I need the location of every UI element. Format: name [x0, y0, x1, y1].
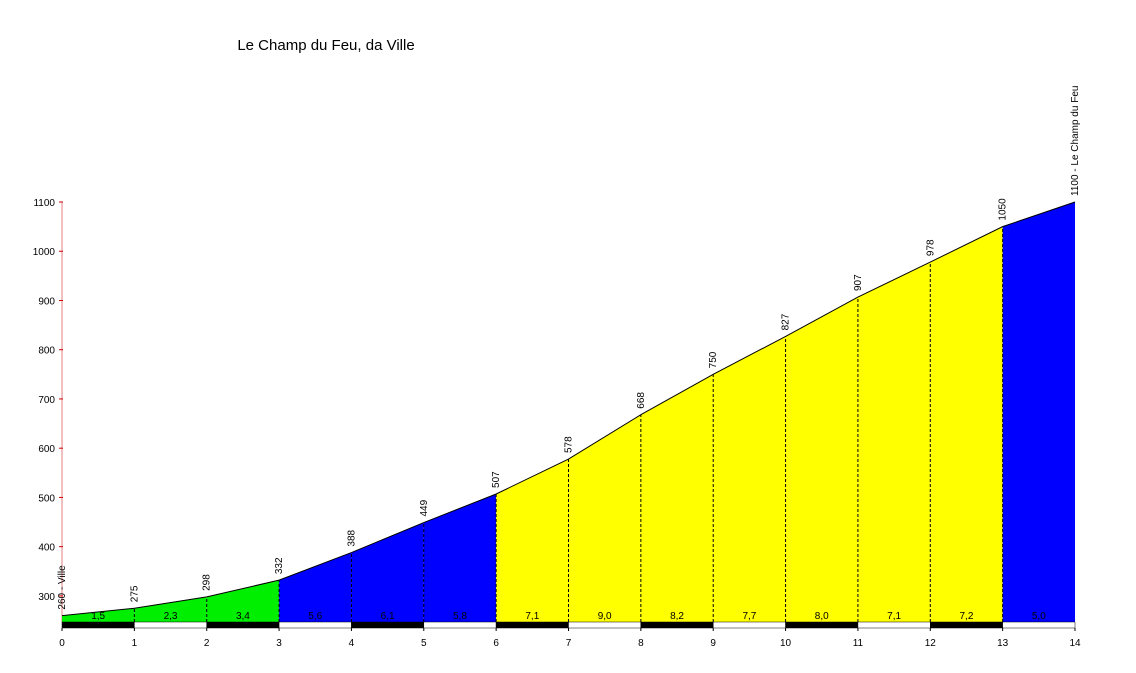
point-label: 1100 - Le Champ du Feu [1070, 86, 1081, 196]
y-tick-label: 400 [38, 543, 55, 554]
x-tick-label: 13 [997, 638, 1009, 649]
gradient-label: 8,2 [670, 611, 684, 622]
point-label: 1050 [998, 198, 1009, 221]
gradient-label: 9,0 [598, 611, 612, 622]
point-label: 668 [636, 392, 647, 409]
x-tick-label: 12 [925, 638, 937, 649]
gradient-segment [206, 580, 280, 622]
x-tick-label: 7 [566, 638, 572, 649]
point-label: 750 [708, 351, 719, 368]
gradient-label: 7,2 [960, 611, 974, 622]
km-strip [351, 621, 425, 629]
km-strip [712, 621, 786, 629]
gradient-segment [713, 336, 786, 622]
y-tick-label: 700 [38, 395, 55, 406]
y-tick-label: 600 [38, 444, 55, 455]
gradient-segment [857, 262, 931, 622]
gradient-label: 7,1 [887, 611, 901, 622]
x-tick-label: 3 [276, 638, 282, 649]
gradient-label: 6,1 [381, 611, 395, 622]
gradient-segment [423, 493, 497, 622]
km-strip [206, 621, 280, 629]
gradient-label: 5,8 [453, 611, 467, 622]
gradient-label: 8,0 [815, 611, 829, 622]
point-label: 978 [925, 239, 936, 256]
y-tick-label: 300 [38, 592, 55, 603]
point-label: 298 [202, 574, 213, 591]
y-tick-label: 800 [38, 346, 55, 357]
x-tick-label: 4 [349, 638, 355, 649]
km-strip [568, 621, 642, 629]
gradient-segment [568, 414, 641, 622]
km-strip [495, 621, 569, 629]
x-tick-label: 9 [710, 638, 716, 649]
km-strip [423, 621, 497, 629]
point-label: 507 [491, 471, 502, 488]
point-label: 275 [129, 585, 140, 602]
chart-title: Le Champ du Feu, da Ville [237, 37, 414, 54]
gradient-label: 5,0 [1032, 611, 1046, 622]
y-tick-label: 1100 [33, 198, 55, 209]
gradient-segment [1002, 202, 1075, 622]
y-tick-label: 900 [38, 296, 55, 307]
km-strip [930, 621, 1003, 629]
x-tick-label: 14 [1069, 638, 1081, 649]
gradient-segment [279, 552, 352, 622]
gradient-segment [134, 596, 207, 622]
gradient-segment [640, 374, 714, 622]
gradient-label: 7,7 [742, 611, 756, 622]
y-tick-label: 1000 [33, 247, 56, 258]
point-label: 388 [346, 529, 357, 546]
gradient-label: 7,1 [525, 611, 539, 622]
point-label: 332 [274, 557, 285, 574]
x-tick-label: 2 [204, 638, 210, 649]
x-tick-label: 10 [780, 638, 792, 649]
gradient-label: 2,3 [164, 611, 178, 622]
y-tick-label: 500 [38, 493, 55, 504]
x-tick-label: 0 [59, 638, 65, 649]
profile-line [61, 201, 1076, 617]
gradient-segment [785, 297, 858, 622]
gradient-label: 3,4 [236, 611, 250, 622]
km-strip [857, 621, 931, 629]
gradient-segment [930, 226, 1003, 622]
point-label: 578 [564, 436, 575, 453]
gradient-label: 5,6 [308, 611, 322, 622]
point-label: 260 - Ville [57, 565, 68, 610]
point-label: 449 [419, 499, 430, 516]
gradient-label: 1,5 [91, 611, 105, 622]
km-strip [61, 621, 135, 629]
x-tick-label: 8 [638, 638, 644, 649]
gradient-segment [351, 522, 424, 622]
gradient-segment [496, 459, 569, 622]
gradient-segment [62, 608, 135, 622]
point-label: 827 [781, 313, 792, 330]
km-strip [134, 621, 207, 629]
km-strip [278, 621, 352, 629]
x-tick-label: 5 [421, 638, 427, 649]
km-strip [640, 621, 714, 629]
x-tick-label: 11 [853, 638, 864, 649]
x-tick-label: 6 [493, 638, 499, 649]
x-tick-label: 1 [132, 638, 138, 649]
point-label: 907 [853, 274, 864, 291]
km-strip [1002, 621, 1076, 629]
km-strip [785, 621, 859, 629]
